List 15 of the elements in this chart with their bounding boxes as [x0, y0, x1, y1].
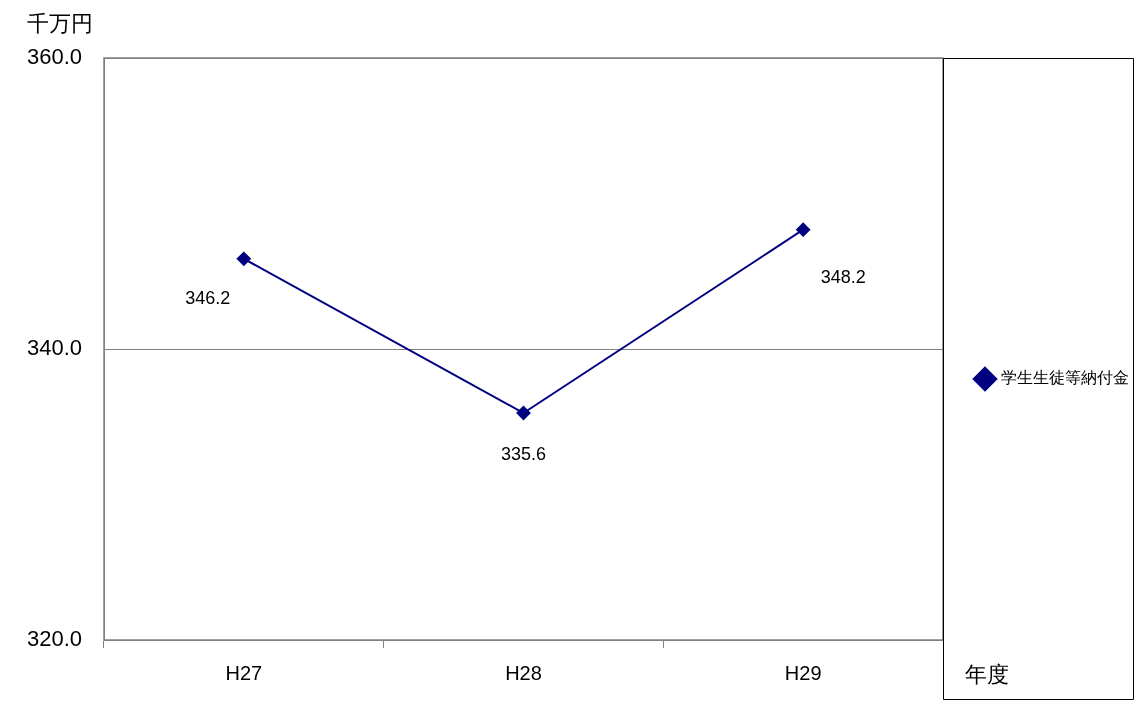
y-axis-title: 千万円	[27, 11, 93, 37]
x-tick-label: H28	[505, 661, 542, 684]
data-label: 346.2	[185, 287, 231, 308]
data-label: 348.2	[820, 266, 866, 287]
y-tick-label: 340.0	[26, 335, 82, 361]
legend-label: 学生生徒等納付金	[1001, 369, 1129, 387]
x-axis-title: 年度	[965, 662, 1009, 688]
y-tick-label: 360.0	[26, 44, 82, 70]
point	[236, 251, 251, 266]
point	[516, 406, 531, 421]
point	[796, 222, 811, 237]
x-tick-label: H27	[225, 661, 263, 684]
y-tick-label: 320.0	[26, 626, 82, 652]
x-tick-label: H29	[784, 661, 822, 684]
data-label: 335.6	[500, 443, 547, 464]
